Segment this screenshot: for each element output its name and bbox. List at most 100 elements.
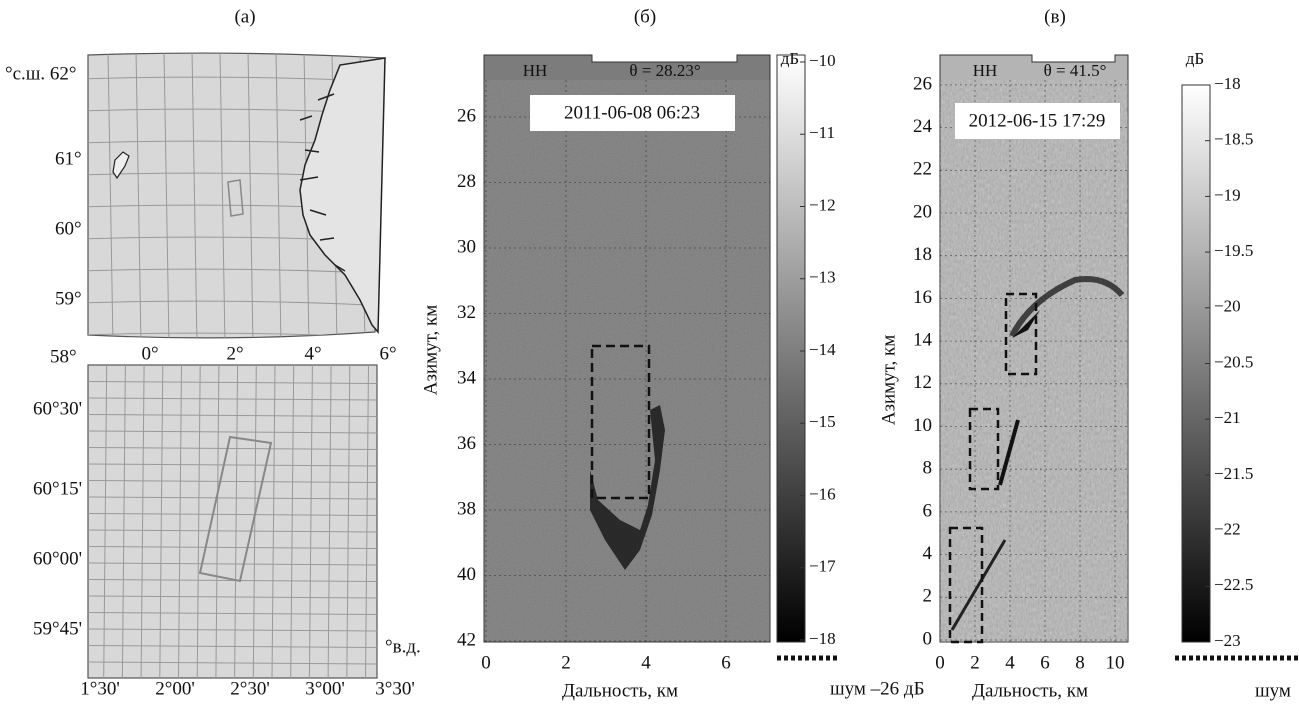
y-tick-label: 24 xyxy=(913,116,933,137)
colorbar-tick-label: −20 xyxy=(1214,297,1241,316)
colorbar-tick-label: −17 xyxy=(809,557,836,576)
grid-line xyxy=(87,480,378,483)
dashed-box xyxy=(590,344,651,500)
polarization: HH xyxy=(973,61,998,80)
colorbar-tick-label: −12 xyxy=(809,195,836,214)
x-tick-label: 4 xyxy=(1005,652,1015,673)
polarization: HH xyxy=(523,61,548,80)
oil-slick xyxy=(998,419,1020,486)
lat-label: 60° xyxy=(55,218,82,239)
incidence-angle: θ = 28.23° xyxy=(629,61,700,80)
grid-line xyxy=(388,50,393,345)
grid-line xyxy=(107,53,114,338)
grid-line xyxy=(178,364,182,679)
grid-line xyxy=(87,381,378,384)
y-tick-label: 42 xyxy=(457,629,476,650)
colorbar-tick-label: −20.5 xyxy=(1214,352,1253,371)
colorbar-unit: дБ xyxy=(1186,49,1204,68)
grid-line xyxy=(163,53,170,338)
incidence-angle: θ = 41.5° xyxy=(1044,61,1107,80)
grid-line xyxy=(88,300,385,307)
grid-line xyxy=(87,414,378,417)
grid-line xyxy=(87,397,378,401)
oil-slick xyxy=(950,539,1007,631)
panel-label: (в) xyxy=(1044,6,1066,27)
lon-label: 2°00' xyxy=(155,678,195,699)
y-tick-label: 28 xyxy=(457,171,476,192)
x-tick-label: 2 xyxy=(561,652,571,673)
grid-line xyxy=(87,529,378,533)
y-tick-label: 8 xyxy=(923,458,933,479)
grid-line xyxy=(121,364,126,679)
grid-line xyxy=(87,661,378,665)
y-tick-label: 26 xyxy=(457,105,476,126)
coastline xyxy=(299,57,386,334)
y-tick-label: 4 xyxy=(923,543,933,564)
map-grid xyxy=(88,50,393,345)
grid-line xyxy=(103,364,108,679)
y-axis-label: Азимут, км xyxy=(878,335,899,426)
grid-line xyxy=(365,364,369,679)
panel-label: (а) xyxy=(234,6,255,27)
y-tick-label: 2 xyxy=(923,586,933,607)
lon-label: 6° xyxy=(379,343,396,364)
lat-label: 59° xyxy=(55,288,82,309)
colorbar-tick-label: −19 xyxy=(1214,185,1241,204)
lat-label: 61° xyxy=(55,148,82,169)
oil-slick xyxy=(1012,310,1040,338)
timestamp-box xyxy=(955,103,1120,139)
lat-label: 60°15' xyxy=(33,478,82,499)
lat-label: °с.ш. 62° xyxy=(5,63,77,84)
colorbar-tick-label: −19.5 xyxy=(1214,241,1253,260)
grid-line xyxy=(215,364,220,679)
grid-line xyxy=(234,364,239,679)
grid-line xyxy=(87,513,378,516)
grid-line xyxy=(135,53,142,338)
area-box xyxy=(227,179,244,217)
colorbar-tick-label: −18 xyxy=(809,629,836,648)
y-tick-label: 40 xyxy=(457,564,476,585)
grid-line xyxy=(308,364,313,679)
sar-texture xyxy=(940,80,1128,642)
x-tick-label: 6 xyxy=(721,652,731,673)
grid-line xyxy=(252,364,257,679)
colorbar xyxy=(776,54,806,643)
y-tick-label: 22 xyxy=(913,159,932,180)
x-axis-label: Дальность, км xyxy=(972,680,1088,701)
grid-line xyxy=(290,364,295,679)
colorbar-tick-label: −14 xyxy=(809,340,836,359)
grid-line xyxy=(140,364,145,679)
x-axis-label: Дальность, км xyxy=(562,680,678,701)
lon-label: 1°30' xyxy=(80,678,120,699)
lon-label: 3°00' xyxy=(305,678,345,699)
grid-line xyxy=(219,53,226,338)
x-tick-label: 4 xyxy=(641,652,651,673)
lat-label: 59°45' xyxy=(33,618,82,639)
colorbar-tick-label: −10 xyxy=(809,51,836,70)
x-tick-label: 8 xyxy=(1075,652,1085,673)
timestamp-box xyxy=(530,95,735,131)
y-tick-label: 36 xyxy=(457,433,476,454)
y-tick-label: 12 xyxy=(913,372,932,393)
lon-label: 2°30' xyxy=(230,678,270,699)
y-tick-label: 20 xyxy=(913,201,932,222)
noise-label: шум xyxy=(1255,680,1291,701)
grid-line xyxy=(191,53,198,338)
grid-line xyxy=(87,496,378,500)
grid-line xyxy=(196,364,201,679)
grid-line xyxy=(271,364,276,679)
colorbar-tick-label: −11 xyxy=(809,123,835,142)
dashed-box xyxy=(968,407,1000,491)
x-tick-label: 0 xyxy=(481,652,491,673)
grid-line xyxy=(87,463,378,467)
island xyxy=(112,151,130,180)
lon-label: 4° xyxy=(304,343,321,364)
colorbar-tick-label: −22 xyxy=(1214,520,1241,539)
noise-label: шум –26 дБ xyxy=(830,678,924,699)
grid-line xyxy=(327,364,332,679)
y-tick-label: 34 xyxy=(457,367,477,388)
y-tick-label: 14 xyxy=(913,329,933,350)
lon-label: 0° xyxy=(141,343,158,364)
lat-label: 60°00' xyxy=(33,548,82,569)
fjords xyxy=(299,93,346,272)
